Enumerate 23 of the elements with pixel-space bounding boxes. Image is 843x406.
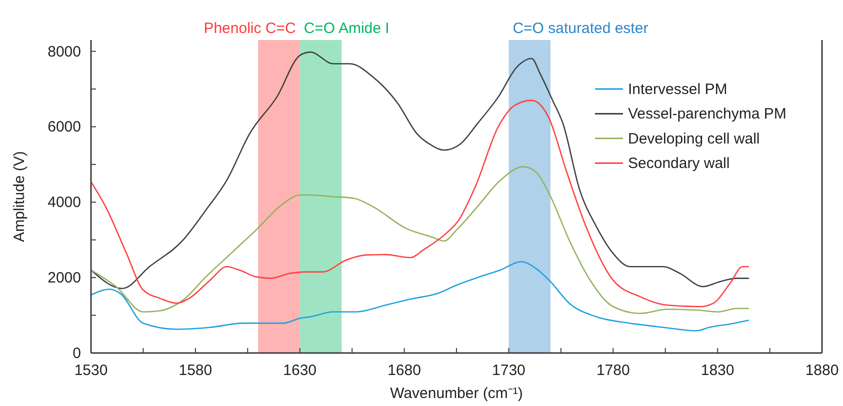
x-tick-label: 1630	[283, 362, 317, 379]
x-tick-label: 1680	[388, 362, 421, 379]
x-tick-label: 1830	[700, 362, 734, 379]
y-tick-label: 8000	[48, 43, 81, 60]
x-tick-label: 1730	[492, 362, 526, 379]
legend-label: Intervessel PM	[628, 81, 728, 98]
legend-label: Developing cell wall	[628, 130, 760, 148]
band-label: C=O saturated ester	[512, 20, 648, 37]
x-axis-title: Wavenumber (cm⁻¹)	[390, 385, 523, 402]
band-label: Phenolic C=C	[204, 20, 296, 37]
y-tick-label: 4000	[48, 194, 81, 212]
y-tick-label: 0	[72, 345, 81, 362]
x-tick-label: 1780	[596, 362, 630, 379]
y-tick-label: 2000	[48, 270, 81, 287]
y-tick-label: 6000	[48, 118, 81, 136]
legend-label: Secondary wall	[628, 155, 730, 172]
legend-label: Vessel-parenchyma PM	[628, 106, 786, 123]
band-label: C=O Amide I	[304, 20, 390, 37]
x-tick-label: 1880	[805, 362, 839, 379]
x-tick-label: 1530	[74, 362, 108, 379]
y-axis-title: Amplitude (V)	[11, 151, 28, 242]
line-series	[90, 261, 750, 332]
x-tick-label: 1580	[178, 362, 212, 379]
